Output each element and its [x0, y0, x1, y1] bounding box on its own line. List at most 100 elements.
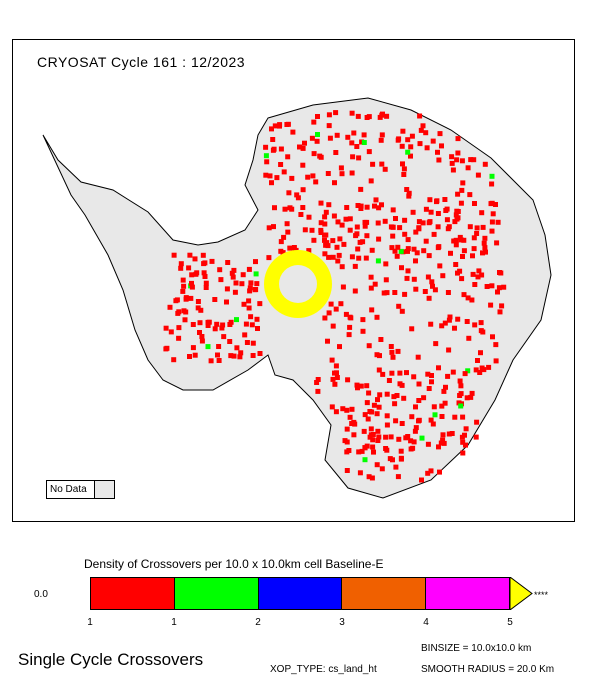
density-cell: [271, 146, 277, 152]
density-cell: [180, 277, 186, 283]
density-cell: [394, 393, 400, 398]
density-cell: [464, 319, 470, 324]
density-cell: [355, 203, 361, 208]
density-cell: [208, 358, 214, 364]
density-cell: [412, 428, 418, 434]
density-cell: [241, 301, 247, 307]
density-cell: [384, 113, 390, 119]
density-cell: [452, 414, 458, 420]
density-cell: [383, 261, 389, 267]
density-cell: [436, 157, 442, 163]
density-cell: [396, 136, 402, 142]
density-cell: [440, 432, 446, 438]
density-cell: [336, 252, 342, 258]
density-cell: [493, 342, 499, 348]
density-cell: [376, 404, 382, 410]
density-cell: [437, 263, 443, 269]
density-cell: [178, 261, 184, 267]
density-cell: [344, 205, 350, 210]
density-cell: [306, 214, 312, 220]
density-cell: [359, 448, 365, 454]
density-cell: [315, 377, 321, 382]
density-cell: [359, 139, 365, 145]
density-cell: [345, 377, 351, 383]
density-cell: [282, 206, 288, 212]
density-cell: [435, 211, 441, 216]
density-cell: [171, 357, 177, 363]
density-cell: [480, 224, 486, 230]
density-cell: [200, 252, 206, 258]
density-cell: [489, 200, 495, 206]
density-cell: [189, 272, 195, 278]
density-cell: [457, 393, 463, 398]
density-cell: [356, 255, 362, 261]
density-cell: [255, 326, 260, 331]
density-cell: [244, 340, 250, 345]
density-cell: [347, 414, 353, 420]
density-cell: [413, 286, 419, 292]
density-cell: [353, 233, 359, 239]
density-cell: [233, 280, 239, 286]
density-cell: [356, 155, 362, 161]
density-cell: [470, 271, 476, 277]
density-cell: [338, 165, 344, 171]
colorbar-tick-label: 1: [87, 617, 93, 628]
density-cell: [425, 470, 431, 476]
density-cell: [393, 418, 399, 424]
density-cell: [442, 400, 448, 406]
density-cell: [390, 207, 396, 213]
density-cell: [404, 187, 410, 192]
density-cell: [452, 325, 457, 331]
density-cell: [460, 254, 465, 259]
density-cell: [439, 403, 445, 409]
density-cell: [314, 380, 320, 385]
density-cell: [334, 132, 340, 138]
density-cell: [463, 442, 468, 448]
pole-hole: [279, 265, 317, 303]
density-cell: [369, 247, 375, 253]
density-cell: [472, 201, 477, 206]
density-cell: [360, 328, 366, 334]
density-cell: [455, 150, 461, 156]
density-cell: [366, 474, 372, 480]
density-cell: [364, 400, 370, 406]
density-cell: [439, 143, 444, 149]
density-cell: [263, 144, 269, 150]
density-cell: [438, 440, 444, 446]
density-cell: [361, 132, 367, 138]
density-cell: [297, 144, 302, 150]
density-cell: [237, 354, 243, 360]
density-cell: [294, 192, 300, 198]
density-cell: [315, 388, 321, 394]
density-cell: [437, 131, 443, 137]
density-cell: [330, 254, 336, 260]
density-cell: [456, 400, 462, 406]
density-cell: [355, 385, 360, 391]
density-cell: [426, 295, 432, 301]
density-cell: [398, 248, 404, 254]
density-cell: [490, 334, 495, 340]
density-cell: [302, 227, 308, 233]
density-cell: [216, 358, 222, 363]
density-cell: [389, 370, 395, 376]
density-cell: [460, 439, 466, 445]
density-cell: [406, 193, 412, 199]
density-cell: [197, 320, 203, 326]
density-cell: [375, 258, 381, 264]
colorbar-tick-label: 5: [507, 617, 513, 628]
density-cell: [422, 289, 428, 294]
density-cell: [404, 370, 409, 376]
density-cell: [455, 215, 461, 221]
density-cell: [379, 161, 385, 167]
density-cell: [206, 319, 212, 325]
antarctica-map: [42, 97, 552, 499]
density-cell: [380, 111, 385, 117]
density-cell: [198, 307, 204, 313]
density-cell: [310, 173, 316, 179]
density-cell: [462, 371, 468, 377]
density-cell: [354, 144, 360, 149]
density-cell: [371, 402, 377, 408]
density-cell: [398, 455, 404, 461]
density-cell: [411, 276, 417, 282]
density-cell: [365, 416, 371, 422]
